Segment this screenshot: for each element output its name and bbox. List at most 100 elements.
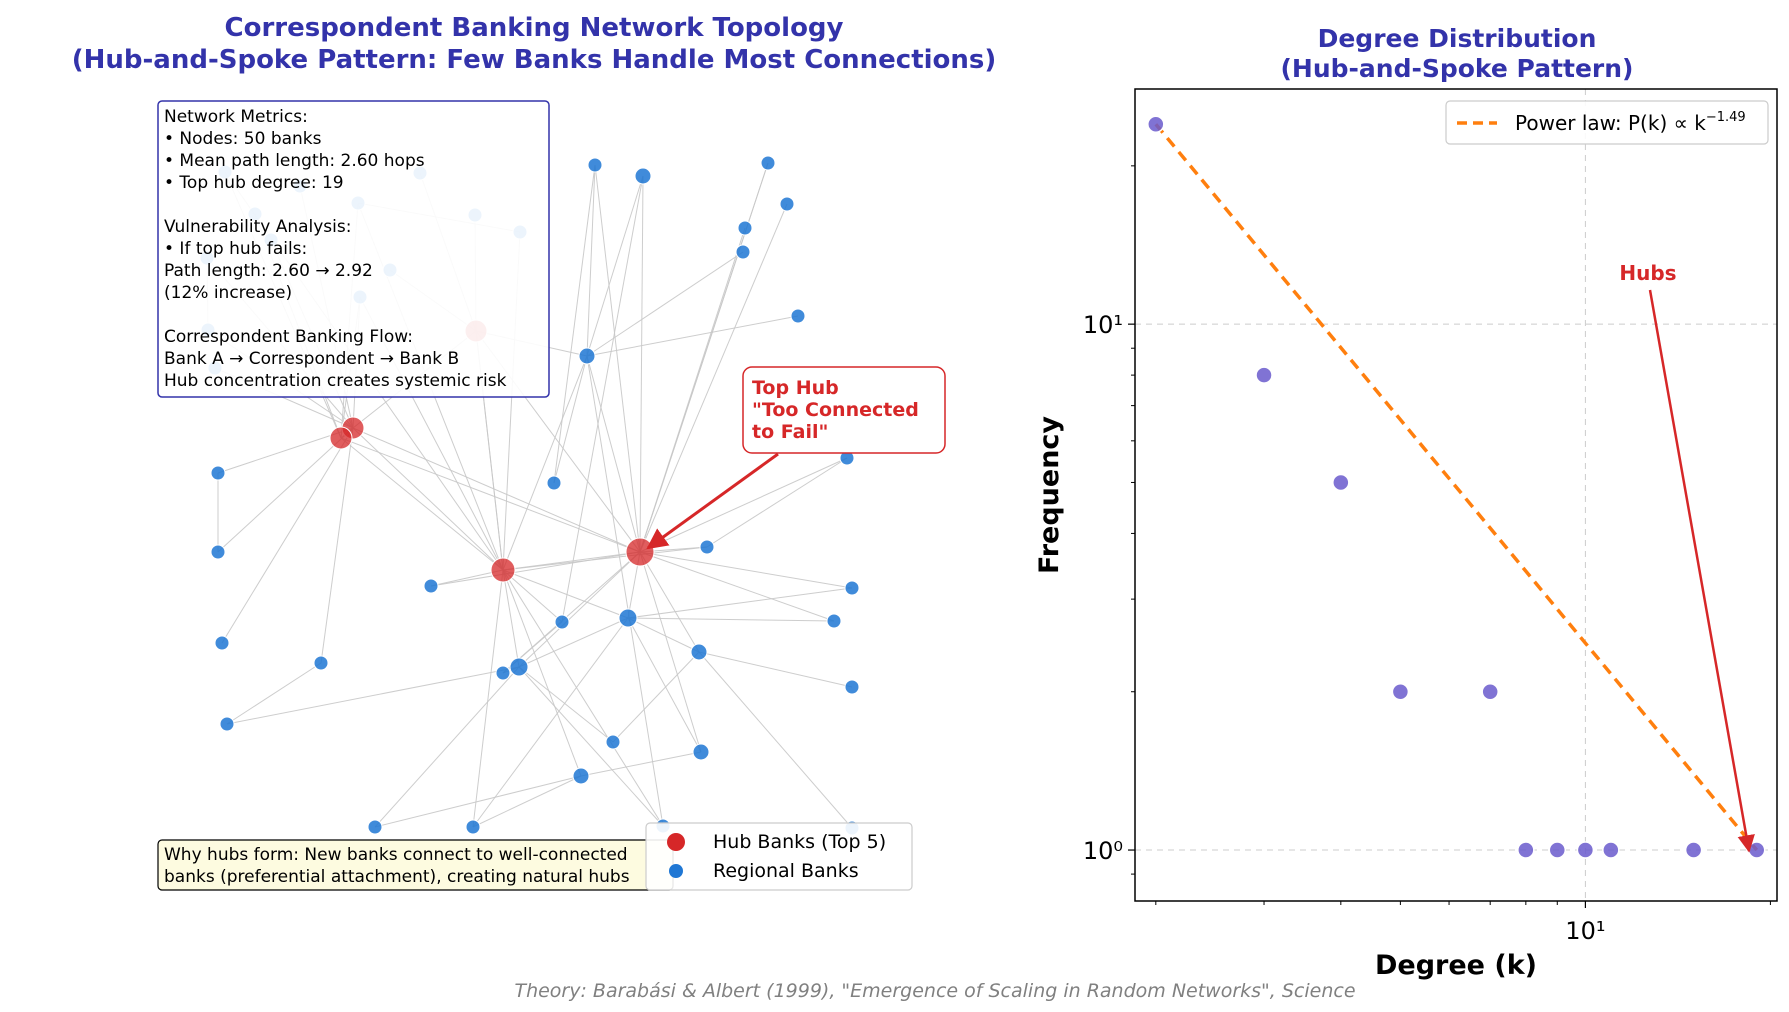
- regional-bank-node: [554, 614, 570, 630]
- network-edge: [226, 666, 520, 725]
- network-edge: [226, 662, 322, 725]
- top-hub-label-line-1: Top Hub: [752, 377, 839, 399]
- regional-bank-node: [634, 167, 652, 185]
- regional-bank-node: [214, 635, 230, 651]
- degree-title-line-2: (Hub-and-Spoke Pattern): [1281, 54, 1634, 83]
- regional-bank-node: [210, 465, 226, 481]
- network-edge: [627, 617, 700, 653]
- degree-points: [1147, 115, 1766, 859]
- metrics-line: Bank A → Correspondent → Bank B: [164, 349, 459, 369]
- network-edge: [518, 666, 664, 827]
- network-title-line-2: (Hub-and-Spoke Pattern: Few Banks Handle…: [72, 45, 997, 75]
- metrics-line: Path length: 2.60 → 2.92: [164, 261, 373, 281]
- metrics-line: Hub concentration creates systemic risk: [164, 371, 507, 391]
- network-edge: [518, 617, 629, 668]
- network-edge: [627, 617, 835, 622]
- network-edge: [639, 203, 788, 553]
- regional-bank-node: [587, 157, 603, 173]
- top-hub-label-line-3: to Fail": [752, 421, 828, 443]
- network-edge: [502, 355, 588, 571]
- degree-point: [1548, 841, 1567, 859]
- regional-bank-node: [844, 580, 860, 596]
- network-edge: [586, 315, 799, 357]
- network-edge: [639, 551, 700, 653]
- legend-power-law-label: Power law: P(k) ∝ k−1.49: [1515, 110, 1746, 135]
- hub-bank-node: [625, 537, 655, 567]
- footer-citation: Theory: Barabási & Albert (1999), "Emerg…: [514, 980, 1355, 1002]
- x-axis-label: Degree (k): [1375, 950, 1537, 981]
- hub-bank-node: [329, 426, 353, 450]
- network-edge: [472, 569, 504, 828]
- metrics-line: • If top hub fails:: [164, 239, 307, 259]
- regional-bank-node: [737, 220, 753, 236]
- metrics-line: • Nodes: 50 banks: [164, 129, 322, 149]
- regional-bank-node: [210, 544, 226, 560]
- regional-bank-node: [690, 643, 708, 661]
- degree-distribution-panel: Degree Distribution (Hub-and-Spoke Patte…: [1034, 24, 1778, 981]
- metrics-line: • Mean path length: 2.60 hops: [164, 151, 425, 171]
- network-edge: [698, 651, 853, 829]
- top-hub-annotation: Top Hub "Too Connected to Fail": [646, 366, 946, 550]
- network-edge: [594, 164, 641, 553]
- network-edge: [320, 427, 354, 664]
- regional-bank-node: [509, 657, 529, 677]
- hubs-label: Hubs: [1619, 261, 1676, 285]
- degree-point: [1517, 841, 1535, 859]
- network-edge: [217, 427, 354, 553]
- y-axis-label: Frequency: [1034, 416, 1065, 574]
- network-edge: [639, 175, 644, 553]
- network-edge: [639, 457, 848, 553]
- network-edge: [374, 666, 520, 828]
- regional-bank-node: [495, 665, 511, 681]
- degree-ticks: 10¹ 10⁰ 10¹: [1083, 165, 1771, 945]
- legend-regional-marker: [669, 864, 683, 878]
- network-edge: [639, 551, 853, 589]
- network-title-line-1: Correspondent Banking Network Topology: [225, 13, 844, 43]
- degree-point: [1684, 841, 1703, 859]
- network-legend: Hub Banks (Top 5) Regional Banks: [645, 822, 913, 891]
- y-tick-label: 10⁰: [1083, 837, 1123, 865]
- network-edge: [586, 355, 641, 553]
- regional-bank-node: [219, 716, 235, 732]
- degree-title-line-1: Degree Distribution: [1318, 24, 1597, 53]
- metrics-line: (12% increase): [164, 283, 292, 303]
- network-edge: [430, 551, 641, 587]
- network-edge: [472, 617, 629, 828]
- network-edge: [518, 551, 641, 668]
- degree-point: [1391, 682, 1410, 701]
- y-tick-label: 10¹: [1083, 311, 1123, 339]
- regional-bank-node: [699, 539, 715, 555]
- regional-bank-node: [779, 196, 795, 212]
- metrics-line: Correspondent Banking Flow:: [164, 327, 413, 347]
- network-edge: [586, 251, 744, 357]
- regional-bank-node: [313, 655, 329, 671]
- network-edge: [586, 164, 596, 357]
- network-edge: [374, 775, 582, 828]
- network-edge: [340, 437, 641, 553]
- network-edge: [639, 551, 835, 622]
- network-edge: [698, 651, 853, 688]
- network-edge: [472, 775, 582, 828]
- network-edge: [502, 569, 563, 623]
- network-edge: [580, 751, 702, 777]
- metrics-line: • Top hub degree: 19: [164, 173, 344, 193]
- degree-axes-frame: [1134, 88, 1778, 902]
- regional-bank-node: [790, 308, 806, 324]
- network-edge: [340, 437, 504, 571]
- network-metrics-box: Network Metrics:• Nodes: 50 banks• Mean …: [157, 100, 550, 398]
- network-panel: Correspondent Banking Network Topology (…: [72, 13, 997, 891]
- power-law-line-group: [1154, 123, 1759, 852]
- regional-bank-node: [367, 819, 383, 835]
- network-edge: [627, 617, 702, 753]
- power-law-line: [1154, 123, 1759, 852]
- network-edge: [706, 457, 848, 548]
- degree-grid: [1135, 89, 1777, 901]
- legend-hub-marker: [667, 833, 685, 851]
- network-edge: [502, 546, 708, 571]
- network-edge: [502, 569, 664, 827]
- network-edge: [612, 651, 700, 743]
- degree-point: [1602, 841, 1620, 859]
- network-edge: [553, 355, 588, 484]
- regional-bank-node: [826, 613, 842, 629]
